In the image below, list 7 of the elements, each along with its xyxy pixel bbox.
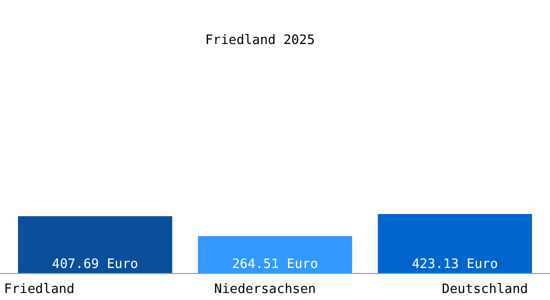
data-label: 264.51 Euro [232, 257, 318, 272]
data-label: 423.13 Euro [412, 257, 498, 272]
x-tick-label: Niedersachsen [214, 282, 316, 297]
data-label: 407.69 Euro [52, 257, 138, 272]
x-tick-label: Deutschland [442, 282, 528, 297]
x-tick-label: Friedland [4, 282, 74, 297]
chart-title: Friedland 2025 [205, 33, 315, 48]
